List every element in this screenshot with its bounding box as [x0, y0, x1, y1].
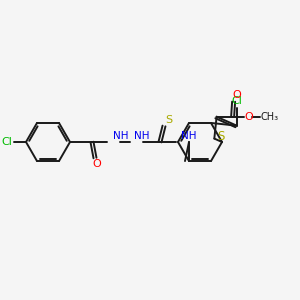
Text: O: O: [93, 159, 101, 169]
Text: NH: NH: [113, 131, 128, 141]
Text: O: O: [244, 112, 253, 122]
Text: S: S: [218, 130, 225, 143]
Text: S: S: [165, 115, 172, 125]
Text: Cl: Cl: [2, 137, 12, 147]
Text: CH₃: CH₃: [261, 112, 279, 122]
Text: NH: NH: [134, 131, 149, 141]
Text: O: O: [232, 90, 241, 100]
Text: NH: NH: [181, 131, 197, 141]
Text: Cl: Cl: [231, 96, 242, 106]
